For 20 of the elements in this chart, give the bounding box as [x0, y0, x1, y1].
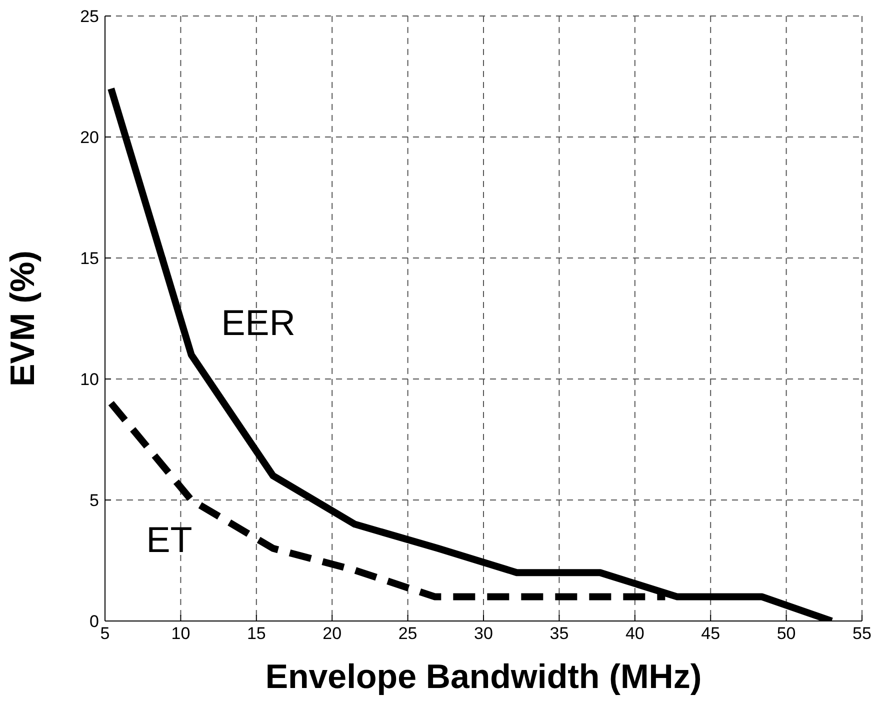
x-tick-label: 40 [625, 624, 644, 644]
x-tick-label: 25 [398, 624, 418, 644]
series-label: ET [146, 519, 192, 560]
x-tick-label: 10 [171, 624, 190, 644]
x-axis-title: Envelope Bandwidth (MHz) [265, 658, 702, 696]
x-tick-label: 30 [474, 624, 493, 644]
x-tick-label: 55 [852, 624, 872, 644]
x-tick-label: 15 [246, 624, 266, 644]
y-tick-label: 0 [90, 612, 99, 632]
y-tick-label: 25 [80, 7, 99, 26]
y-tick-label: 10 [80, 370, 99, 390]
y-tick-label: 5 [90, 491, 99, 510]
series-label: EER [221, 302, 296, 343]
y-tick-label: 15 [80, 249, 99, 268]
y-axis-title: EVM (%) [4, 250, 42, 386]
x-tick-label: 35 [550, 624, 569, 644]
y-tick-label: 20 [80, 128, 99, 148]
x-tick-label: 45 [701, 624, 720, 644]
x-tick-label: 50 [776, 624, 796, 644]
x-tick-label: 20 [322, 624, 342, 644]
